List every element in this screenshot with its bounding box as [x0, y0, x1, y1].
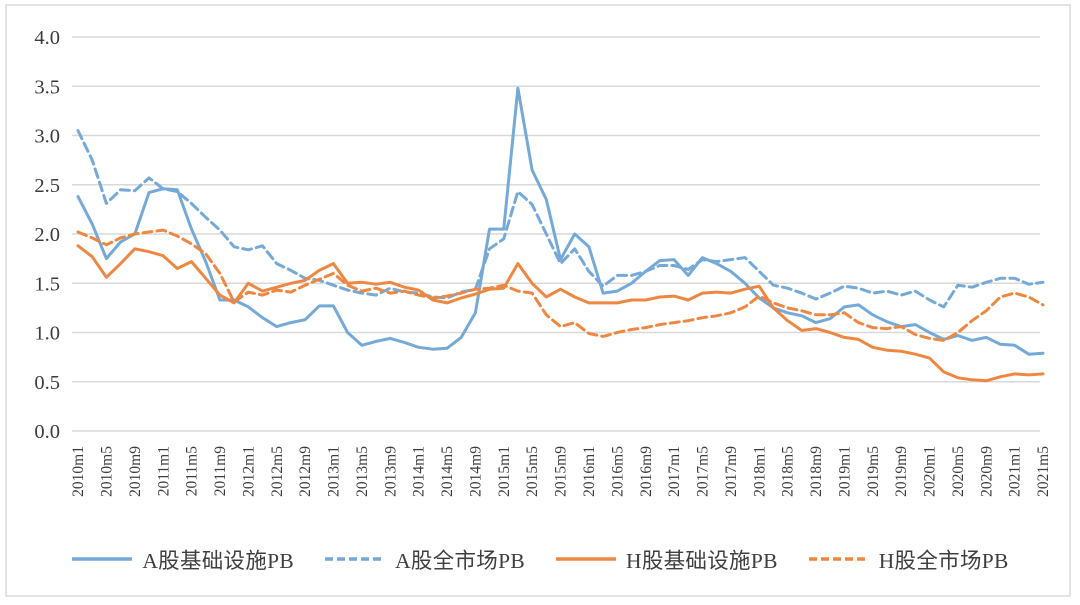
x-tick-label: 2011m9: [212, 446, 229, 496]
x-tick-label: 2015m5: [524, 446, 541, 497]
legend-swatch-dashed: [325, 557, 386, 561]
x-tick-label: 2015m9: [553, 446, 570, 497]
x-tick-label: 2016m5: [609, 446, 626, 497]
x-tick-label: 2016m9: [638, 446, 655, 497]
legend-item-3: H股全市场PB: [808, 544, 1009, 575]
x-tick-label: 2012m9: [297, 446, 314, 497]
series-line-0: [76, 86, 1045, 356]
plot-area: 0.0 0.5 1.0 1.5 2.0 2.5 3.0 3.5 4.0 2010m1 2010m5…: [34, 27, 1052, 497]
x-tick-label: 2014m1: [411, 446, 428, 497]
x-tick-label: 2018m5: [780, 446, 797, 497]
x-tick-label: 2020m5: [950, 446, 967, 497]
x-tick-label: 2014m5: [439, 446, 456, 497]
x-tick-label: 2020m9: [978, 446, 995, 497]
x-tick-label: 2019m5: [865, 446, 882, 497]
x-tick-label: 2013m9: [382, 446, 399, 497]
x-tick-label: 2011m5: [184, 446, 201, 496]
x-tick-label: 2016m1: [581, 446, 598, 497]
y-tick-label: 1.5: [34, 273, 60, 295]
y-tick-label: 2.5: [34, 175, 60, 197]
x-tick-label: 2019m1: [836, 446, 853, 497]
pb-ratio-line-chart: 0.0 0.5 1.0 1.5 2.0 2.5 3.0 3.5 4.0 2010m1 2010m5…: [5, 4, 1071, 597]
y-tick-label: 2.0: [34, 224, 60, 246]
gridlines: [72, 36, 1040, 432]
x-tick-label: 2019m9: [893, 446, 910, 497]
x-axis-labels: 2010m1 2010m5 2010m9 2011m1 2011m5 2011m9 2012…: [70, 446, 1052, 497]
x-tick-label: 2018m9: [808, 446, 825, 497]
x-tick-label: 2021m1: [1007, 446, 1024, 497]
legend-swatch-solid: [72, 557, 133, 561]
x-tick-label: 2013m1: [326, 446, 343, 497]
legend: A股基础设施PB A股全市场PB H股基础设施PB H股全市场PB: [7, 536, 1073, 582]
x-tick-label: 2012m1: [240, 446, 257, 497]
x-tick-label: 2021m5: [1035, 446, 1052, 497]
y-tick-label: 4.0: [34, 27, 60, 49]
legend-swatch-solid: [556, 557, 616, 561]
series-line-1: [76, 129, 1045, 309]
series-line-3: [76, 228, 1045, 342]
legend-swatch-dashed: [808, 557, 869, 561]
y-tick-label: 0.0: [34, 421, 60, 443]
x-tick-label: 2017m5: [695, 446, 712, 497]
legend-label: H股基础设施PB: [626, 548, 778, 573]
x-tick-label: 2017m9: [723, 446, 740, 497]
x-tick-label: 2018m1: [751, 446, 768, 497]
y-tick-label: 3.5: [34, 76, 60, 98]
legend-label: A股全市场PB: [395, 548, 525, 573]
x-tick-label: 2017m1: [666, 446, 683, 497]
x-tick-label: 2010m5: [98, 446, 115, 497]
legend-label: A股基础设施PB: [142, 548, 295, 573]
y-axis-labels: 0.0 0.5 1.0 1.5 2.0 2.5 3.0 3.5 4.0: [34, 27, 60, 443]
x-tick-label: 2010m1: [70, 446, 87, 497]
y-tick-label: 0.5: [34, 372, 60, 394]
series-line-2: [76, 244, 1045, 383]
legend-item-0: A股基础设施PB: [71, 544, 294, 575]
y-tick-label: 1.0: [34, 323, 60, 345]
y-tick-label: 3.0: [34, 126, 60, 148]
legend-label: H股全市场PB: [878, 548, 1009, 573]
legend-item-1: A股全市场PB: [324, 544, 525, 575]
x-tick-label: 2013m5: [354, 446, 371, 497]
x-tick-label: 2011m1: [155, 446, 172, 496]
x-tick-label: 2010m9: [127, 446, 144, 497]
x-tick-label: 2012m5: [269, 446, 286, 497]
x-tick-label: 2015m1: [496, 446, 513, 497]
series-lines: [76, 86, 1045, 383]
x-tick-label: 2014m9: [467, 446, 484, 497]
x-tick-label: 2020m1: [922, 446, 939, 497]
legend-item-2: H股基础设施PB: [555, 544, 778, 575]
